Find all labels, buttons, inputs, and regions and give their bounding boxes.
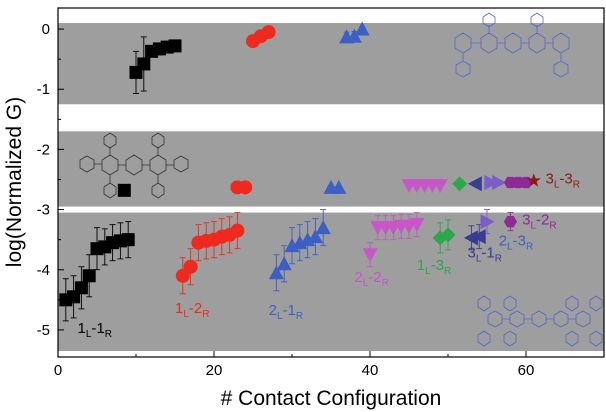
data-points	[59, 21, 541, 307]
top-band-2-point	[346, 28, 362, 43]
x-tick-label: 0	[54, 362, 62, 379]
series-2L-2R-point	[409, 218, 425, 233]
group-label: 2L-3R	[499, 233, 533, 253]
y-tick-label: -5	[37, 322, 50, 339]
middle-band-6-point	[484, 175, 499, 190]
series-2L-1R-point	[307, 229, 323, 244]
plot-frame	[57, 7, 605, 358]
series-3L-1R-point	[471, 229, 486, 245]
x-tick-label: 40	[362, 362, 379, 379]
background-bands	[58, 23, 604, 351]
molecule-drawing-middle-left	[79, 132, 189, 199]
group-label: 3L-1R	[468, 245, 502, 265]
group-label: 3L-3R	[546, 171, 580, 191]
middle-band-5-point	[467, 176, 482, 192]
y-axis-ticks: 0 -1 -2 -3 -4 -5	[37, 21, 64, 339]
middle-band-4-point	[452, 176, 468, 192]
top-band-0-point	[137, 57, 151, 71]
series-1L-2R-point	[175, 268, 190, 283]
series-1L-1R-point	[74, 281, 88, 295]
series-3L-2R-point	[503, 215, 517, 228]
y-tick-label: -1	[37, 81, 50, 98]
series-2L-1R-point	[315, 220, 331, 235]
x-tick-label: 20	[206, 362, 223, 379]
middle-band-2-point	[331, 179, 347, 194]
group-label: 2L-1R	[269, 302, 303, 322]
group-label: 2L-2R	[354, 269, 388, 289]
middle-band-6-point	[492, 175, 507, 190]
group-labels: 1L-1R 1L-2R 2L-1R 2L-2R 1L-3R 3L-1R2L-3R3L-2R…	[78, 171, 580, 340]
top-band-1-point	[261, 25, 276, 40]
molecule-drawing-top-right	[454, 12, 570, 78]
x-tick-label: 60	[518, 362, 535, 379]
group-label: 1L-3R	[417, 257, 451, 277]
x-axis-ticks: 0 20 40 60	[54, 351, 535, 379]
middle-band-1-point	[238, 180, 253, 195]
series-1L-2R-point	[183, 259, 198, 274]
y-tick-label: 0	[42, 21, 50, 38]
y-tick-label: -4	[37, 262, 50, 279]
molecule-structure-drawings	[79, 12, 603, 347]
series-2L-1R-point	[276, 256, 292, 271]
top-band-0-point	[168, 39, 182, 53]
series-1L-1R-point	[82, 269, 96, 283]
middle-band-8-point	[526, 173, 541, 187]
middle-band-3-point	[432, 179, 448, 194]
group-label: 1L-1R	[78, 320, 112, 340]
y-tick-label: -2	[37, 141, 50, 158]
series-1L-2R-point	[230, 223, 245, 238]
series-3L-1R-point	[463, 230, 478, 246]
series-2L-3R-point	[480, 214, 495, 230]
molecule-drawing-bottom-right	[477, 295, 603, 347]
group-label: 1L-2R	[175, 300, 209, 320]
band-1	[58, 131, 604, 207]
band-2	[58, 212, 604, 351]
series-1L-3R-point	[440, 227, 456, 243]
series-2L-2R-point	[362, 248, 378, 263]
group-label: 3L-2R	[522, 212, 556, 232]
y-tick-label: -3	[37, 202, 50, 219]
series-1L-1R-point	[121, 233, 135, 247]
series-2L-1R-point	[268, 265, 284, 280]
x-axis-label: # Contact Configuration	[221, 387, 442, 410]
middle-band-0-point	[117, 183, 131, 197]
y-axis-label: log(Normalized G)	[3, 97, 26, 267]
top-band-2-point	[354, 21, 370, 36]
